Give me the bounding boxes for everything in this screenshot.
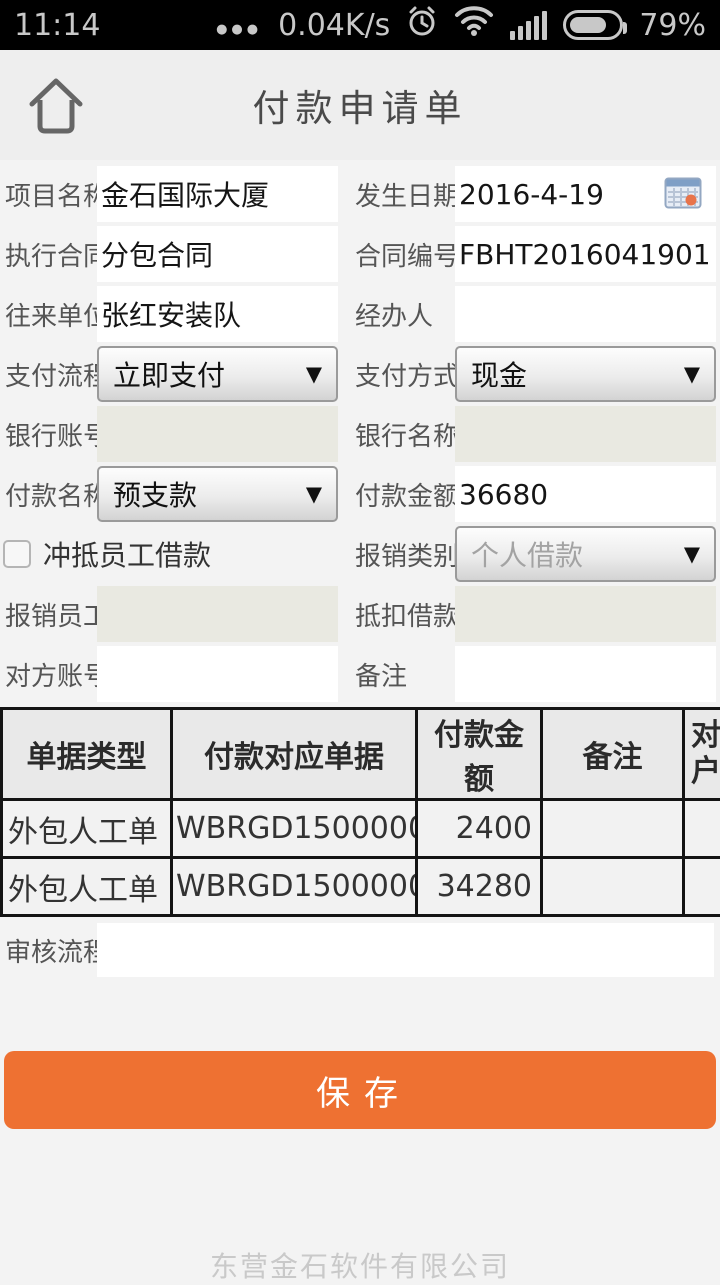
pay-flow-select[interactable]: 立即支付 ▼: [97, 346, 338, 402]
battery-percent: 79%: [639, 8, 706, 43]
status-bar: 11:14 ●●● 0.04K/s 79%: [0, 0, 720, 50]
amount-cell: 2400: [417, 800, 542, 858]
reimburse-employee-input: [97, 586, 338, 642]
contract-no-label: 合同编号: [338, 226, 455, 282]
offset-loan-checkbox[interactable]: [3, 540, 31, 568]
signal-bars-icon: [510, 10, 547, 40]
reimburse-employee-label: 报销员工: [0, 586, 97, 642]
payment-amount-label: 付款金额: [338, 466, 455, 522]
contract-no-input[interactable]: [455, 226, 716, 282]
network-speed: 0.04K/s: [278, 8, 390, 43]
wifi-icon: [454, 5, 494, 45]
audit-flow-row: 审核流程: [0, 923, 714, 977]
col-doc-number: 付款对应单据: [172, 709, 417, 800]
counterparty-unit-input[interactable]: [97, 286, 338, 342]
exec-contract-label: 执行合同: [0, 226, 97, 282]
table-header-row: 单据类型 付款对应单据 付款金额 备注 对户: [2, 709, 720, 800]
notification-dots-icon: ●●●: [216, 14, 262, 37]
remark-label: 备注: [338, 646, 455, 702]
col-amount: 付款金额: [417, 709, 542, 800]
handler-label: 经办人: [338, 286, 455, 342]
deduct-loan-label: 抵扣借款: [338, 586, 455, 642]
payment-name-select[interactable]: 预支款 ▼: [97, 466, 338, 522]
table-row: 外包人工单 WBRGD150000015 2400: [2, 800, 720, 858]
pay-flow-value: 立即支付: [113, 354, 225, 394]
save-button[interactable]: 保存: [4, 1051, 716, 1129]
reimburse-type-label: 报销类别: [338, 526, 455, 582]
form-row: 支付流程 立即支付 ▼ 支付方式 现金 ▼: [0, 346, 716, 402]
payment-name-label: 付款名称: [0, 466, 97, 522]
payment-form: 项目名称 发生日期 执行合同 合同编号 往来单位 经办人: [0, 160, 720, 702]
audit-flow-label: 审核流程: [0, 923, 97, 977]
remark-cell: [542, 800, 684, 858]
other-account-input[interactable]: [97, 646, 338, 702]
form-row: 项目名称 发生日期: [0, 166, 716, 222]
account-cell: [684, 858, 720, 916]
other-account-label: 对方账号: [0, 646, 97, 702]
audit-flow-input[interactable]: [97, 923, 714, 977]
occur-date-field: [455, 166, 716, 222]
form-row: 冲抵员工借款 报销类别 个人借款 ▼: [0, 526, 716, 582]
occur-date-label: 发生日期: [338, 166, 455, 222]
chevron-down-icon: ▼: [684, 362, 700, 386]
chevron-down-icon: ▼: [306, 482, 322, 506]
chevron-down-icon: ▼: [306, 362, 322, 386]
detail-table-wrapper: 单据类型 付款对应单据 付款金额 备注 对户 外包人工单 WBRGD150000…: [0, 707, 720, 917]
counterparty-unit-label: 往来单位: [0, 286, 97, 342]
battery-icon: [563, 10, 623, 40]
form-row: 付款名称 预支款 ▼ 付款金额: [0, 466, 716, 522]
offset-loan-label: 冲抵员工借款: [43, 534, 211, 574]
deduct-loan-input: [455, 586, 716, 642]
reimburse-type-value: 个人借款: [471, 534, 583, 574]
col-remark: 备注: [542, 709, 684, 800]
doc-number-cell: WBRGD150000016: [172, 858, 417, 916]
project-name-input[interactable]: [97, 166, 338, 222]
form-row: 执行合同 合同编号: [0, 226, 716, 282]
col-account: 对户: [684, 709, 720, 800]
payment-detail-table: 单据类型 付款对应单据 付款金额 备注 对户 外包人工单 WBRGD150000…: [0, 707, 720, 917]
remark-input[interactable]: [455, 646, 716, 702]
pay-method-value: 现金: [471, 354, 527, 394]
reimburse-type-select: 个人借款 ▼: [455, 526, 716, 582]
pay-flow-label: 支付流程: [0, 346, 97, 402]
bank-name-label: 银行名称: [338, 406, 455, 462]
bank-account-input: [97, 406, 338, 462]
col-doc-type: 单据类型: [2, 709, 172, 800]
offset-loan-option: 冲抵员工借款: [0, 526, 338, 582]
project-name-label: 项目名称: [0, 166, 97, 222]
form-row: 往来单位 经办人: [0, 286, 716, 342]
handler-input[interactable]: [455, 286, 716, 342]
doc-type-cell: 外包人工单: [2, 800, 172, 858]
doc-number-cell: WBRGD150000015: [172, 800, 417, 858]
form-row: 对方账号 备注: [0, 646, 716, 702]
bank-account-label: 银行账号: [0, 406, 97, 462]
remark-cell: [542, 858, 684, 916]
pay-method-select[interactable]: 现金 ▼: [455, 346, 716, 402]
amount-cell: 34280: [417, 858, 542, 916]
footer-company: 东营金石软件有限公司: [0, 1245, 720, 1285]
app-header: 付款申请单: [0, 50, 720, 160]
chevron-down-icon: ▼: [684, 542, 700, 566]
exec-contract-input[interactable]: [97, 226, 338, 282]
account-cell: [684, 800, 720, 858]
pay-method-label: 支付方式: [338, 346, 455, 402]
calendar-icon[interactable]: [664, 176, 702, 214]
page-title: 付款申请单: [0, 78, 720, 132]
doc-type-cell: 外包人工单: [2, 858, 172, 916]
form-row: 报销员工 抵扣借款: [0, 586, 716, 642]
clock-time: 11:14: [14, 8, 100, 43]
payment-name-value: 预支款: [113, 474, 197, 514]
form-row: 银行账号 银行名称: [0, 406, 716, 462]
table-row: 外包人工单 WBRGD150000016 34280: [2, 858, 720, 916]
alarm-icon: [406, 4, 438, 46]
payment-amount-input[interactable]: [455, 466, 716, 522]
bank-name-input: [455, 406, 716, 462]
